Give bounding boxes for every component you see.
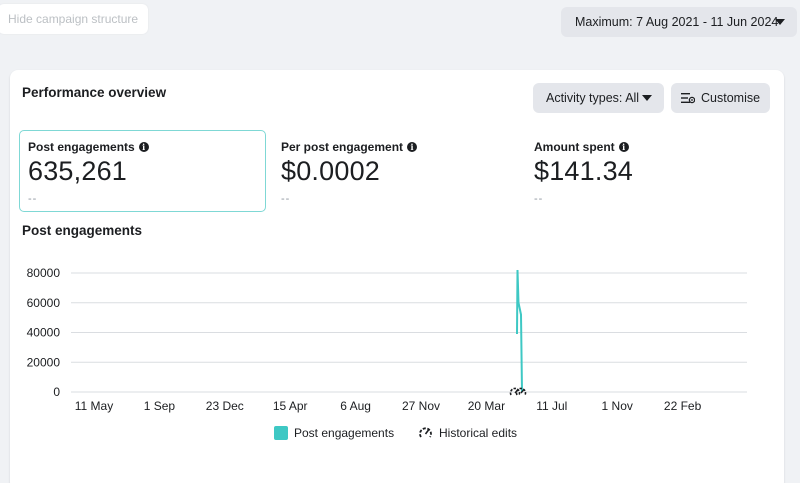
date-range-dropdown[interactable]: Maximum: 7 Aug 2021 - 11 Jun 2024 [561, 7, 797, 37]
post-engagements-chart: 80000 60000 40000 20000 0 11 May 1 Sep 23 Dec 15… [27, 266, 747, 413]
metric-post-engagements[interactable]: Post engagements i 635,261 -- [19, 130, 266, 212]
legend-label: Post engagements [294, 426, 395, 440]
caret-down-icon [775, 19, 785, 25]
top-bar: Hide campaign structure Maximum: 7 Aug 2… [0, 0, 800, 46]
teal-square-icon [274, 426, 288, 440]
y-tick-label: 40000 [27, 326, 61, 340]
x-tick-label: 1 Sep [144, 399, 176, 413]
metric-comparison: -- [28, 193, 38, 205]
activity-types-dropdown[interactable]: Activity types: All [533, 83, 664, 113]
hide-campaign-structure-label: Hide campaign structure [8, 12, 139, 26]
y-tick-label: 80000 [27, 266, 61, 280]
info-icon[interactable]: i [407, 142, 418, 152]
y-tick-label: 0 [53, 385, 60, 399]
hide-campaign-structure-button[interactable]: Hide campaign structure [0, 4, 148, 34]
metric-label: Amount spent [534, 140, 615, 154]
info-icon[interactable]: i [138, 142, 149, 152]
series-line-post-engagements [516, 269, 523, 393]
x-tick-label: 20 Mar [468, 399, 505, 413]
metric-comparison: -- [281, 193, 291, 205]
card-title: Performance overview [22, 85, 167, 100]
x-tick-label: 15 Apr [273, 399, 308, 413]
x-tick-label: 1 Nov [602, 399, 633, 413]
metric-value: $141.34 [534, 156, 633, 186]
x-tick-label: 27 Nov [402, 399, 440, 413]
x-tick-label: 11 May [75, 399, 113, 413]
date-range-label: Maximum: 7 Aug 2021 - 11 Jun 2024 [575, 15, 779, 29]
metric-amount-spent[interactable]: Amount spent i $141.34 -- [525, 130, 772, 212]
activity-types-label: Activity types: All [546, 91, 640, 105]
gauge-icon [419, 427, 432, 438]
metric-comparison: -- [534, 193, 544, 205]
customise-label: Customise [701, 91, 761, 105]
x-tick-label: 22 Feb [664, 399, 702, 413]
info-icon[interactable]: i [618, 142, 629, 152]
y-tick-label: 20000 [27, 355, 61, 369]
x-tick-label: 11 Jul [536, 399, 567, 413]
legend-item-historical-edits[interactable]: Historical edits [418, 426, 517, 440]
customise-button[interactable]: Customise [671, 83, 770, 113]
metric-label: Post engagements [28, 140, 135, 154]
chart-title: Post engagements [22, 223, 143, 238]
x-tick-label: 6 Aug [340, 399, 371, 413]
metric-value: 635,261 [28, 156, 127, 186]
x-tick-label: 23 Dec [206, 399, 244, 413]
legend-item-post-engagements[interactable]: Post engagements [274, 426, 394, 440]
metric-value: $0.0002 [281, 156, 380, 186]
caret-down-icon [642, 95, 652, 101]
metric-per-post-engagement[interactable]: Per post engagement i $0.0002 -- [272, 130, 519, 212]
historical-edit-marker-icon[interactable] [515, 387, 527, 396]
y-tick-label: 60000 [27, 296, 61, 310]
legend-label: Historical edits [439, 426, 518, 440]
performance-overview-card: Performance overview Activity types: All… [10, 70, 784, 483]
metric-label: Per post engagement [281, 140, 404, 154]
customise-icon [681, 93, 695, 104]
